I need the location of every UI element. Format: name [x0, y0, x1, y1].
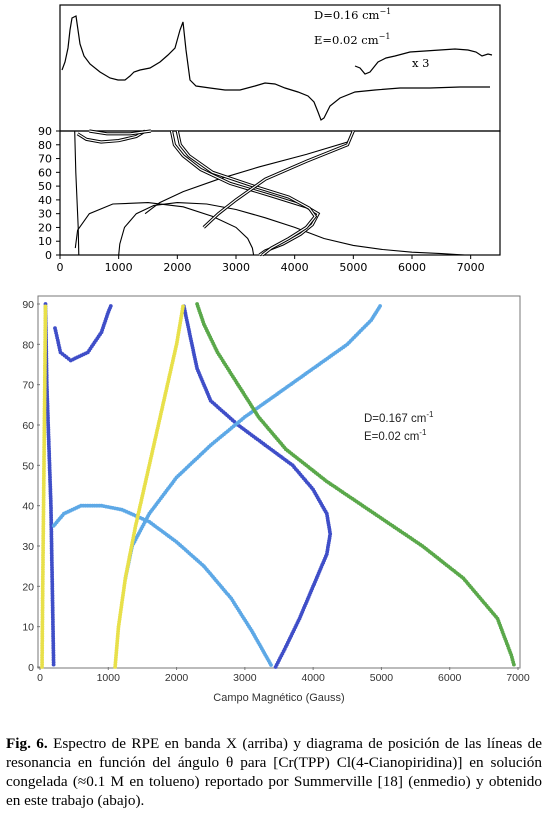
y-tick-label: 60 — [38, 166, 52, 179]
data-point — [108, 304, 113, 308]
resonance-series — [51, 503, 273, 667]
x-tick-label: 4000 — [301, 672, 325, 684]
x-tick-label: 5000 — [370, 672, 394, 684]
resonance-line-double-inner — [203, 130, 354, 228]
x-tick-label: 3000 — [233, 672, 257, 684]
resonance-series — [195, 302, 516, 667]
top-figure: D=0.16 cm−1 E=0.02 cm−1 x 3 0 1000 2000 300… — [38, 4, 501, 274]
data-point — [512, 662, 516, 667]
resonance-series — [113, 304, 185, 669]
x-tick-label: 0 — [57, 261, 64, 274]
y-tick-label: 20 — [22, 581, 34, 593]
y-tick-label: 10 — [22, 622, 34, 634]
y-tick-label: 90 — [38, 125, 52, 138]
top-x3-label: x 3 — [412, 56, 429, 70]
resonance-series — [123, 304, 382, 581]
data-point — [51, 662, 56, 667]
x-tick-label: 6000 — [438, 672, 462, 684]
x-tick-label: 3000 — [222, 261, 250, 274]
bottom-figure: 0 1000 2000 3000 4000 5000 6000 7000 0 10 20 30 40 50… — [22, 295, 530, 704]
x-tick-label: 1000 — [105, 261, 133, 274]
y-tick-label: 30 — [38, 208, 52, 221]
y-tick-label: 40 — [22, 501, 34, 513]
summerville-resonance-diagram: 0 1000 2000 3000 4000 5000 6000 700001020304050… — [38, 125, 501, 274]
top-d-label: D=0.16 cm−1 — [314, 7, 391, 22]
resonance-line-double-inner — [176, 130, 316, 256]
x-tick-label: 7000 — [506, 672, 530, 684]
x-tick-label: 4000 — [281, 261, 309, 274]
spectrum-frame — [59, 4, 501, 132]
y-tick-label: 50 — [38, 180, 52, 193]
caption-text: Espectro de RPE en banda X (arriba) y di… — [6, 735, 542, 809]
y-tick-label: 20 — [38, 221, 52, 234]
y-tick-label: 70 — [38, 153, 52, 166]
y-tick-label: 80 — [22, 339, 34, 351]
figure-caption: Fig. 6. Espectro de RPE en banda X (arri… — [6, 734, 542, 810]
summerville-plot-frame — [59, 130, 501, 256]
y-tick-label: 30 — [22, 541, 34, 553]
resonance-series — [182, 304, 333, 669]
x-tick-label: 6000 — [398, 261, 426, 274]
x-tick-label: 0 — [37, 672, 43, 684]
y-tick-label: 60 — [22, 420, 34, 432]
y-tick-label: 80 — [38, 139, 52, 152]
data-point — [43, 304, 48, 309]
resonance-series — [43, 302, 56, 667]
bottom-plot-frame — [37, 295, 521, 669]
x-tick-label: 1000 — [97, 672, 121, 684]
y-tick-label: 50 — [22, 460, 34, 472]
y-tick-label: 0 — [45, 249, 52, 262]
caption-label: Fig. 6. — [6, 735, 48, 752]
x-tick-label: 5000 — [339, 261, 367, 274]
top-e-label: E=0.02 cm−1 — [314, 32, 390, 47]
y-tick-label: 0 — [28, 662, 34, 674]
y-tick-label: 10 — [38, 235, 52, 248]
resonance-line-double-outer — [202, 130, 355, 229]
x-tick-label: 7000 — [457, 261, 485, 274]
resonance-line — [144, 130, 354, 215]
bottom-e-label: E=0.02 cm-1 — [364, 428, 427, 443]
x-tick-label: 2000 — [165, 672, 189, 684]
data-point — [269, 663, 273, 667]
data-point — [181, 304, 185, 309]
epr-spectrum-x3-trace — [354, 48, 493, 75]
data-point — [378, 304, 382, 308]
resonance-line — [118, 202, 465, 256]
y-tick-label: 70 — [22, 380, 34, 392]
resonance-series — [53, 304, 113, 363]
resonance-line-double-inner — [77, 130, 146, 143]
bottom-d-label: D=0.167 cm-1 — [364, 410, 434, 425]
resonance-series — [40, 304, 48, 669]
bottom-x-axis-label: Campo Magnético (Gauss) — [213, 692, 344, 704]
resonance-line — [74, 202, 255, 256]
y-tick-label: 40 — [38, 194, 52, 207]
resonance-line — [74, 130, 80, 256]
y-tick-label: 90 — [22, 299, 34, 311]
resonance-line-double-inner — [89, 130, 151, 135]
epr-spectrum-trace — [61, 15, 490, 121]
x-tick-label: 2000 — [163, 261, 191, 274]
